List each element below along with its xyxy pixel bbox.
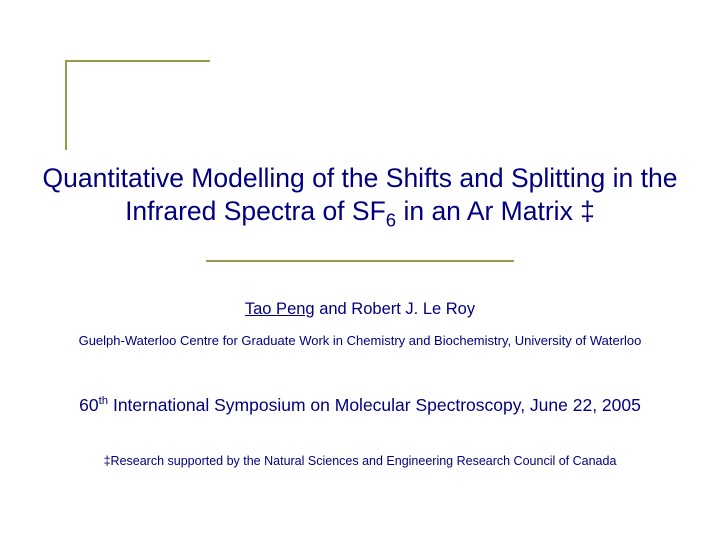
author-primary: Tao Peng	[245, 300, 315, 318]
author-rest: and Robert J. Le Roy	[315, 300, 476, 318]
authors-line: Tao Peng and Robert J. Le Roy	[0, 300, 720, 319]
title-suffix: in an Ar Matrix ‡	[396, 196, 595, 226]
title-subscript: 6	[386, 209, 396, 230]
corner-accent-horizontal	[65, 60, 210, 62]
symposium-ordinal: 60	[79, 395, 98, 415]
divider-line	[206, 260, 514, 262]
affiliation-line: Guelph-Waterloo Centre for Graduate Work…	[0, 333, 720, 348]
footnote-line: ‡Research supported by the Natural Scien…	[0, 454, 720, 468]
symposium-ordinal-suffix: th	[99, 395, 108, 407]
symposium-line: 60th International Symposium on Molecula…	[0, 395, 720, 416]
footnote-marker: ‡	[104, 454, 111, 468]
footnote-text: Research supported by the Natural Scienc…	[111, 454, 617, 468]
symposium-rest: International Symposium on Molecular Spe…	[108, 395, 641, 415]
slide-title: Quantitative Modelling of the Shifts and…	[20, 162, 700, 232]
corner-accent-vertical	[65, 60, 67, 150]
